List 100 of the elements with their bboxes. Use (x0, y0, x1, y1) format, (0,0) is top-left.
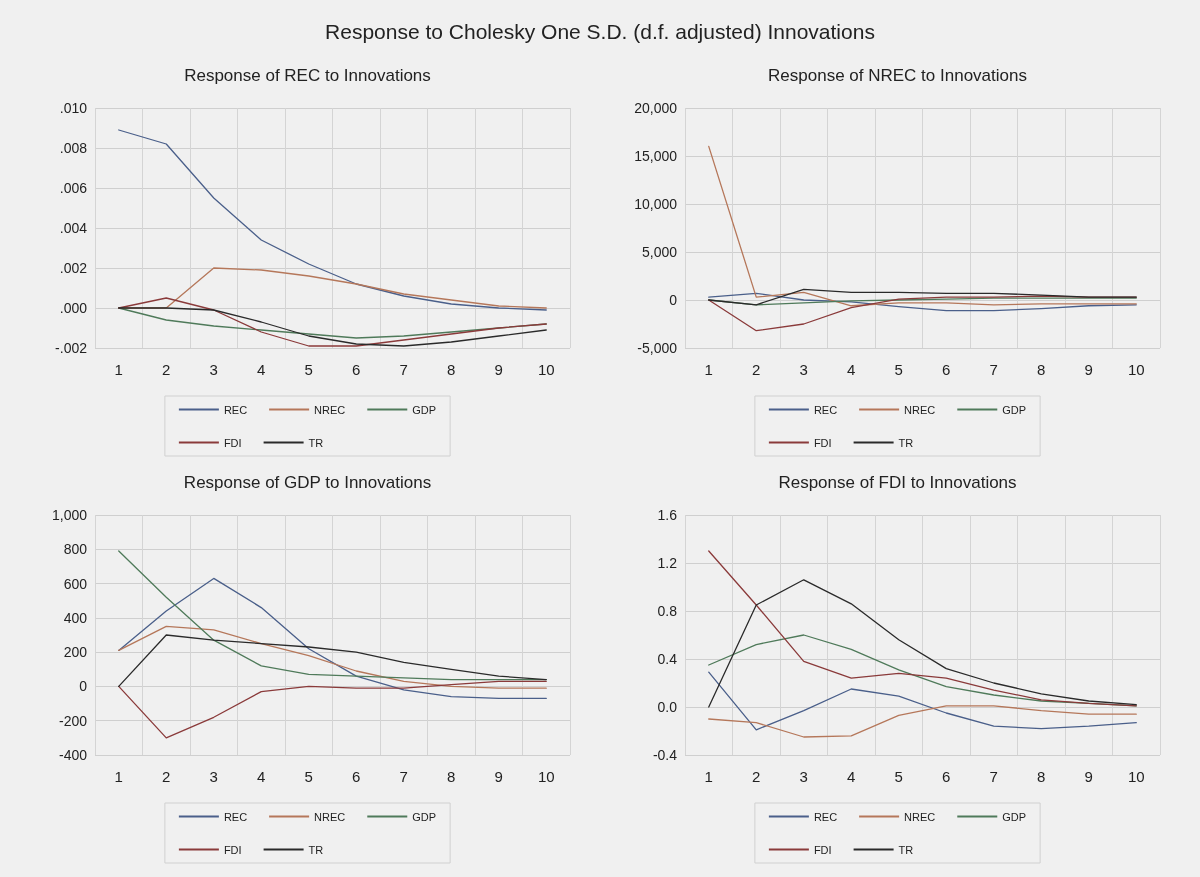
legend-label: FDI (223, 436, 242, 449)
y-tick-label: -0.4 (652, 747, 678, 763)
legend-label: GDP (412, 810, 437, 823)
line-series (708, 292, 1137, 312)
y-tick-label: -200 (58, 712, 88, 729)
x-tick-label: 6 (942, 361, 951, 378)
x-tick-label: 10 (1127, 361, 1145, 378)
x-tick-label: 8 (447, 361, 456, 378)
x-tick-label: 5 (894, 361, 903, 378)
x-tick-label: 7 (399, 361, 408, 378)
y-tick-label: 5,000 (641, 244, 678, 260)
legend-label: GDP (412, 403, 437, 416)
line-series (118, 625, 547, 689)
x-tick-label: 10 (537, 361, 555, 378)
legend-label: REC (813, 810, 838, 823)
legend-label: GDP (1002, 403, 1027, 416)
line-series (708, 550, 1137, 707)
y-tick-label: 800 (63, 541, 88, 558)
x-tick-label: 4 (847, 361, 856, 378)
chart-title: Response of NREC to Innovations (768, 66, 1027, 85)
x-tick-label: 8 (1037, 768, 1046, 785)
y-tick-label: .000 (59, 300, 88, 316)
line-series (118, 307, 547, 347)
x-tick-label: 1 (114, 768, 123, 785)
chart-title: Response of REC to Innovations (184, 66, 431, 85)
legend-label: REC (813, 403, 838, 416)
x-tick-label: 2 (162, 768, 171, 785)
x-tick-label: 2 (752, 361, 761, 378)
legend-label: TR (308, 436, 324, 449)
x-tick-label: 3 (799, 768, 808, 785)
legend-label: REC (223, 810, 248, 823)
y-tick-label: 1,000 (51, 507, 88, 523)
x-tick-label: 7 (989, 361, 998, 378)
y-tick-label: 20,000 (634, 100, 678, 116)
legend-label: TR (308, 843, 324, 856)
y-tick-label: .008 (59, 140, 88, 156)
y-tick-label: -.002 (55, 340, 88, 356)
x-tick-label: 3 (209, 361, 218, 378)
y-tick-label: 200 (63, 644, 88, 661)
x-tick-label: 1 (704, 768, 713, 785)
y-tick-label: -400 (58, 747, 88, 763)
x-tick-label: 6 (352, 361, 361, 378)
text: Response to Cholesky One S.D. (d.f. adjusted) Innovations (324, 20, 876, 44)
y-tick-label: 0 (669, 292, 678, 308)
x-tick-label: 9 (494, 361, 503, 378)
x-tick-label: 9 (1084, 361, 1093, 378)
y-tick-label: 15,000 (634, 148, 678, 164)
legend-label: NREC (904, 403, 936, 416)
y-tick-label: 0 (79, 678, 88, 695)
line-series (118, 129, 547, 311)
line-series (708, 145, 1137, 307)
y-tick-label: 0.0 (657, 699, 678, 715)
y-tick-label: 1.2 (657, 555, 678, 571)
y-tick-label: 0.8 (657, 603, 678, 619)
legend-label: NREC (314, 810, 346, 823)
legend-label: TR (898, 843, 914, 856)
x-tick-label: 3 (209, 768, 218, 785)
chart-title: Response of FDI to Innovations (778, 473, 1017, 492)
x-tick-label: 5 (304, 768, 313, 785)
x-tick-label: 8 (1037, 361, 1046, 378)
y-tick-label: 1.6 (657, 507, 678, 523)
x-tick-label: 2 (752, 768, 761, 785)
line-series (118, 577, 547, 700)
x-tick-label: 10 (537, 768, 555, 785)
legend-label: NREC (904, 810, 936, 823)
line-series (118, 634, 547, 688)
x-tick-label: 7 (989, 768, 998, 785)
x-tick-label: 2 (162, 361, 171, 378)
x-tick-label: 1 (704, 361, 713, 378)
legend-label: FDI (223, 843, 242, 856)
chart-title: Response of GDP to Innovations (183, 473, 432, 492)
y-tick-label: 10,000 (634, 196, 678, 212)
x-tick-label: 4 (847, 768, 856, 785)
x-tick-label: 6 (352, 768, 361, 785)
x-tick-label: 5 (894, 768, 903, 785)
line-series (708, 579, 1137, 708)
y-tick-label: -5,000 (637, 340, 678, 356)
y-tick-label: 0.4 (657, 651, 678, 667)
legend-label: GDP (1002, 810, 1027, 823)
x-tick-label: 1 (114, 361, 123, 378)
y-tick-label: .002 (59, 260, 88, 276)
line-series (708, 671, 1137, 731)
x-tick-label: 9 (1084, 768, 1093, 785)
x-tick-label: 6 (942, 768, 951, 785)
legend-label: FDI (813, 843, 832, 856)
x-tick-label: 5 (304, 361, 313, 378)
x-tick-label: 9 (494, 768, 503, 785)
line-series (708, 705, 1137, 738)
y-tick-label: .006 (59, 180, 88, 196)
x-tick-label: 10 (1127, 768, 1145, 785)
legend-label: FDI (813, 436, 832, 449)
x-tick-label: 4 (257, 361, 266, 378)
x-tick-label: 3 (799, 361, 808, 378)
x-tick-label: 7 (399, 768, 408, 785)
legend-label: TR (898, 436, 914, 449)
y-tick-label: 400 (63, 609, 88, 626)
legend-label: REC (223, 403, 248, 416)
y-tick-label: .004 (59, 220, 88, 236)
line-series (708, 288, 1137, 306)
legend-label: NREC (314, 403, 346, 416)
